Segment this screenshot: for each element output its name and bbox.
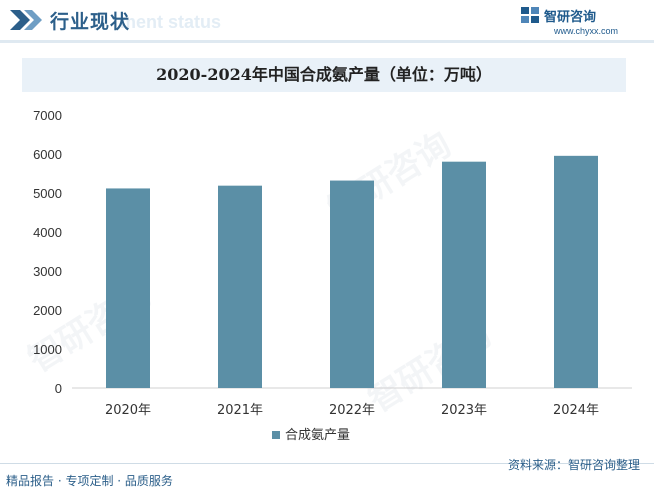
chart-title: 2020-2024年中国合成氨产量（单位：万吨） — [156, 65, 492, 84]
bar — [106, 188, 150, 388]
y-tick-label: 7000 — [33, 108, 62, 123]
footer-tagline: 精品报告 · 专项定制 · 品质服务 — [6, 474, 173, 488]
y-tick-label: 4000 — [33, 225, 62, 240]
brand-url: www.chyxx.com — [554, 26, 619, 36]
bar — [330, 180, 374, 388]
x-tick-label: 2022年 — [329, 403, 375, 418]
footer-divider — [0, 463, 654, 464]
bar — [218, 185, 262, 388]
legend-label: 合成氨产量 — [285, 428, 350, 443]
y-tick-label: 1000 — [33, 342, 62, 357]
brand-name: 智研咨询 — [544, 10, 597, 25]
bar — [442, 161, 486, 388]
y-tick-label: 5000 — [33, 186, 62, 201]
x-tick-label: 2024年 — [553, 403, 599, 418]
footer-source: 资料来源：智研咨询整理 — [507, 458, 640, 472]
y-tick-label: 6000 — [33, 147, 62, 162]
y-tick-label: 3000 — [33, 264, 62, 279]
x-tick-label: 2021年 — [217, 403, 263, 418]
bar — [554, 155, 598, 388]
header-title: 行业现状 — [50, 11, 131, 33]
bar-chart: 0 1000 2000 3000 4000 5000 6000 7000 2020年 2021年 2… — [33, 108, 632, 443]
legend-swatch — [272, 431, 280, 439]
chart-title-box: 2020-2024年中国合成氨产量（单位：万吨） — [22, 58, 626, 92]
brand: 智研咨询 www.chyxx.com — [520, 4, 640, 40]
header-ghost-text: ment status — [120, 12, 222, 32]
y-tick-label: 2000 — [33, 303, 62, 318]
header-divider — [0, 40, 654, 43]
y-tick-label: 0 — [55, 381, 62, 396]
header-bar: ment status 行业现状 智研咨询 www.chyxx.com — [0, 0, 654, 44]
double-chevron-icon — [10, 10, 42, 30]
x-tick-label: 2020年 — [105, 403, 151, 418]
brand-logo-icon — [521, 7, 539, 23]
x-tick-label: 2023年 — [441, 403, 487, 418]
